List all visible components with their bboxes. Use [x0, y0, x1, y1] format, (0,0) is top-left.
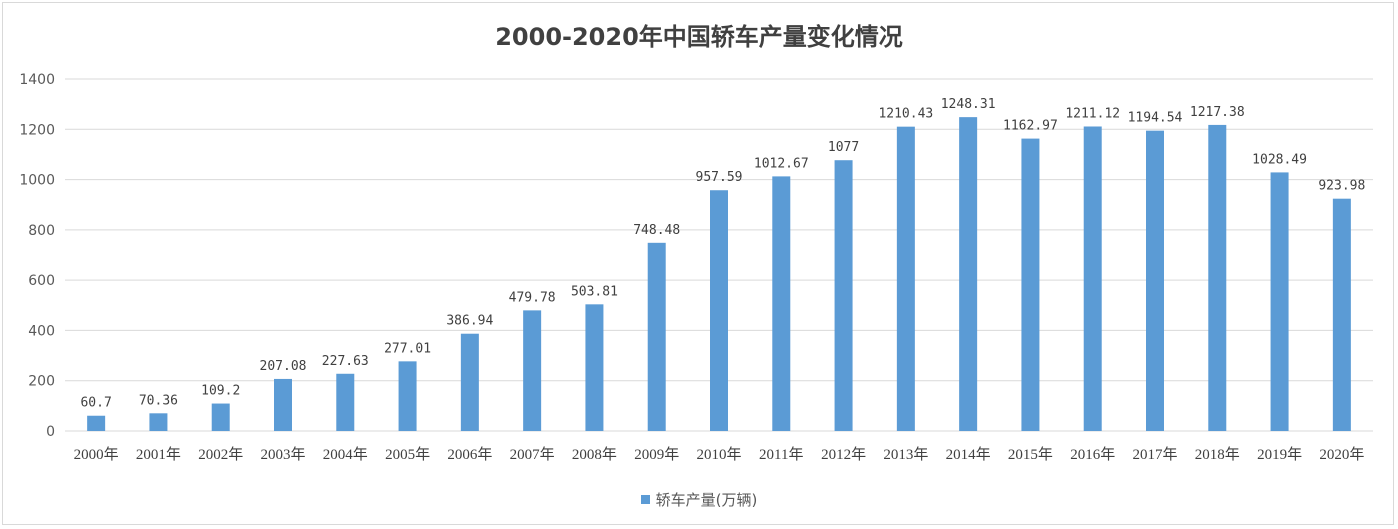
x-tick-label: 2017年 — [1132, 446, 1177, 463]
data-label: 479.78 — [509, 290, 556, 305]
bar — [336, 373, 355, 431]
x-tick-label: 2013年 — [883, 446, 928, 463]
legend-label: 轿车产量(万辆) — [655, 491, 758, 509]
x-tick-label: 2015年 — [1008, 446, 1053, 463]
x-tick-label: 2014年 — [946, 446, 991, 463]
y-tick-label: 400 — [28, 323, 55, 339]
x-tick-label: 2003年 — [260, 446, 305, 463]
bar — [585, 304, 604, 431]
data-label: 386.94 — [446, 314, 493, 329]
bar — [710, 190, 728, 431]
bar — [87, 415, 106, 431]
y-tick-label: 1400 — [19, 72, 55, 88]
x-tick-label: 2012年 — [821, 446, 866, 463]
data-label: 227.63 — [322, 354, 369, 369]
data-label: 1217.38 — [1190, 105, 1245, 120]
data-label: 60.7 — [80, 396, 111, 411]
data-label: 1210.43 — [878, 107, 933, 122]
y-tick-label: 200 — [28, 374, 55, 390]
legend-swatch — [640, 495, 650, 504]
bar — [211, 403, 230, 431]
x-tick-label: 2000年 — [74, 446, 119, 463]
data-label: 1028.49 — [1252, 152, 1307, 167]
x-tick-label: 2019年 — [1257, 446, 1302, 463]
y-tick-label: 800 — [28, 223, 55, 239]
x-tick-label: 2001年 — [136, 446, 181, 463]
bar — [959, 117, 978, 432]
x-tick-label: 2004年 — [323, 446, 368, 463]
data-label: 503.81 — [571, 284, 618, 299]
bar-chart: 0 200 400 600 800 1000 1200 1400 60.7 2000年 70.36 2… — [19, 72, 1373, 463]
x-tick-label: 2002年 — [198, 446, 243, 463]
bar — [772, 176, 791, 431]
bar — [523, 310, 542, 431]
y-tick-label: 600 — [28, 273, 55, 289]
data-label: 1012.67 — [754, 156, 809, 171]
legend: 轿车产量(万辆) — [3, 489, 1395, 510]
y-tick-label: 0 — [46, 424, 55, 440]
bar — [1146, 130, 1164, 431]
x-tick-label: 2009年 — [634, 446, 679, 463]
y-tick-label: 1200 — [19, 122, 55, 138]
bar — [1208, 124, 1227, 431]
x-tick-label: 2011年 — [759, 446, 803, 463]
x-tick-label: 2005年 — [385, 446, 430, 463]
bar — [1021, 138, 1040, 431]
data-label: 748.48 — [633, 223, 680, 238]
data-label: 957.59 — [696, 170, 743, 185]
bar — [896, 126, 915, 431]
data-label: 923.98 — [1318, 179, 1365, 194]
data-label: 1211.12 — [1065, 106, 1120, 121]
x-tick-label: 2018年 — [1195, 446, 1240, 463]
bar — [834, 160, 853, 431]
y-tick-label: 1000 — [19, 173, 55, 189]
bar — [398, 361, 417, 431]
data-label: 1194.54 — [1128, 111, 1183, 126]
bar — [1270, 172, 1289, 431]
x-tick-label: 2010年 — [696, 446, 741, 463]
bar — [1332, 198, 1351, 431]
data-label: 1248.31 — [941, 97, 996, 112]
data-label: 277.01 — [384, 341, 431, 356]
bar — [1083, 126, 1102, 431]
data-label: 109.2 — [201, 384, 240, 399]
data-label: 1077 — [828, 140, 859, 155]
x-tick-label: 2008年 — [572, 446, 617, 463]
data-label: 1162.97 — [1003, 119, 1058, 134]
x-tick-label: 2007年 — [510, 446, 555, 463]
x-tick-label: 2016年 — [1070, 446, 1115, 463]
bar — [647, 242, 666, 431]
bar — [274, 378, 292, 431]
bar — [460, 333, 479, 431]
data-label: 207.08 — [260, 359, 307, 374]
x-tick-label: 2006年 — [447, 446, 492, 463]
bar — [149, 413, 168, 431]
x-tick-label: 2020年 — [1319, 446, 1364, 463]
data-label: 70.36 — [139, 393, 178, 408]
chart-title: 2000-2020年中国轿车产量变化情况 — [495, 23, 903, 51]
